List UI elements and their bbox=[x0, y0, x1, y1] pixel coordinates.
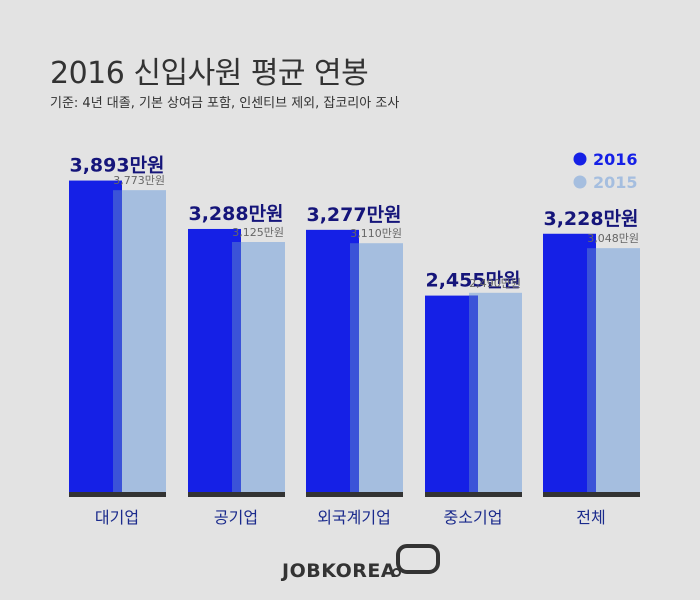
value-label-2016-3: 3,277만원 bbox=[306, 204, 401, 226]
baseline-5 bbox=[543, 492, 640, 497]
legend-label-2016: 2016 bbox=[593, 150, 638, 169]
legend-label-2015: 2015 bbox=[593, 173, 638, 192]
bar-overlap-1 bbox=[113, 190, 122, 492]
value-label-2015-2: 3,125만원 bbox=[232, 226, 284, 239]
value-label-2015-1: 3,773만원 bbox=[113, 174, 165, 187]
chart-subtitle: 기준: 4년 대졸, 기본 상여금 포함, 인센티브 제외, 잡코리아 조사 bbox=[50, 96, 400, 111]
baseline-2 bbox=[188, 492, 285, 497]
category-label-2: 공기업 bbox=[214, 508, 258, 527]
bar-overlap-2 bbox=[232, 242, 241, 492]
category-label-1: 대기업 bbox=[95, 508, 139, 527]
bar-overlap-5 bbox=[587, 248, 596, 492]
value-label-2015-3: 3,110만원 bbox=[350, 227, 402, 240]
category-label-5: 전체 bbox=[576, 508, 605, 527]
bar-overlap-4 bbox=[469, 295, 478, 492]
legend-marker-2016 bbox=[573, 152, 587, 166]
bar-overlap-3 bbox=[350, 243, 359, 492]
value-label-2016-4: 2,455만원 bbox=[425, 270, 520, 292]
jobkorea-logo-text: JOBKOREA bbox=[282, 560, 397, 582]
legend-marker-2015 bbox=[573, 175, 587, 189]
baseline-4 bbox=[425, 492, 522, 497]
value-label-2016-2: 3,288만원 bbox=[188, 203, 283, 225]
value-label-2015-5: 3,048만원 bbox=[587, 232, 639, 245]
baseline-1 bbox=[69, 492, 166, 497]
baseline-3 bbox=[306, 492, 403, 497]
category-label-4: 중소기업 bbox=[444, 508, 503, 527]
value-label-2015-4: 2,490만원 bbox=[469, 277, 521, 290]
logo-dot-icon bbox=[392, 568, 401, 577]
category-label-3: 외국계기업 bbox=[317, 508, 391, 527]
value-label-2016-1: 3,893만원 bbox=[69, 155, 164, 177]
speech-bubble-icon bbox=[396, 544, 440, 574]
chart-title: 2016 신입사원 평균 연봉 bbox=[50, 56, 369, 91]
value-label-2016-5: 3,228만원 bbox=[543, 208, 638, 230]
